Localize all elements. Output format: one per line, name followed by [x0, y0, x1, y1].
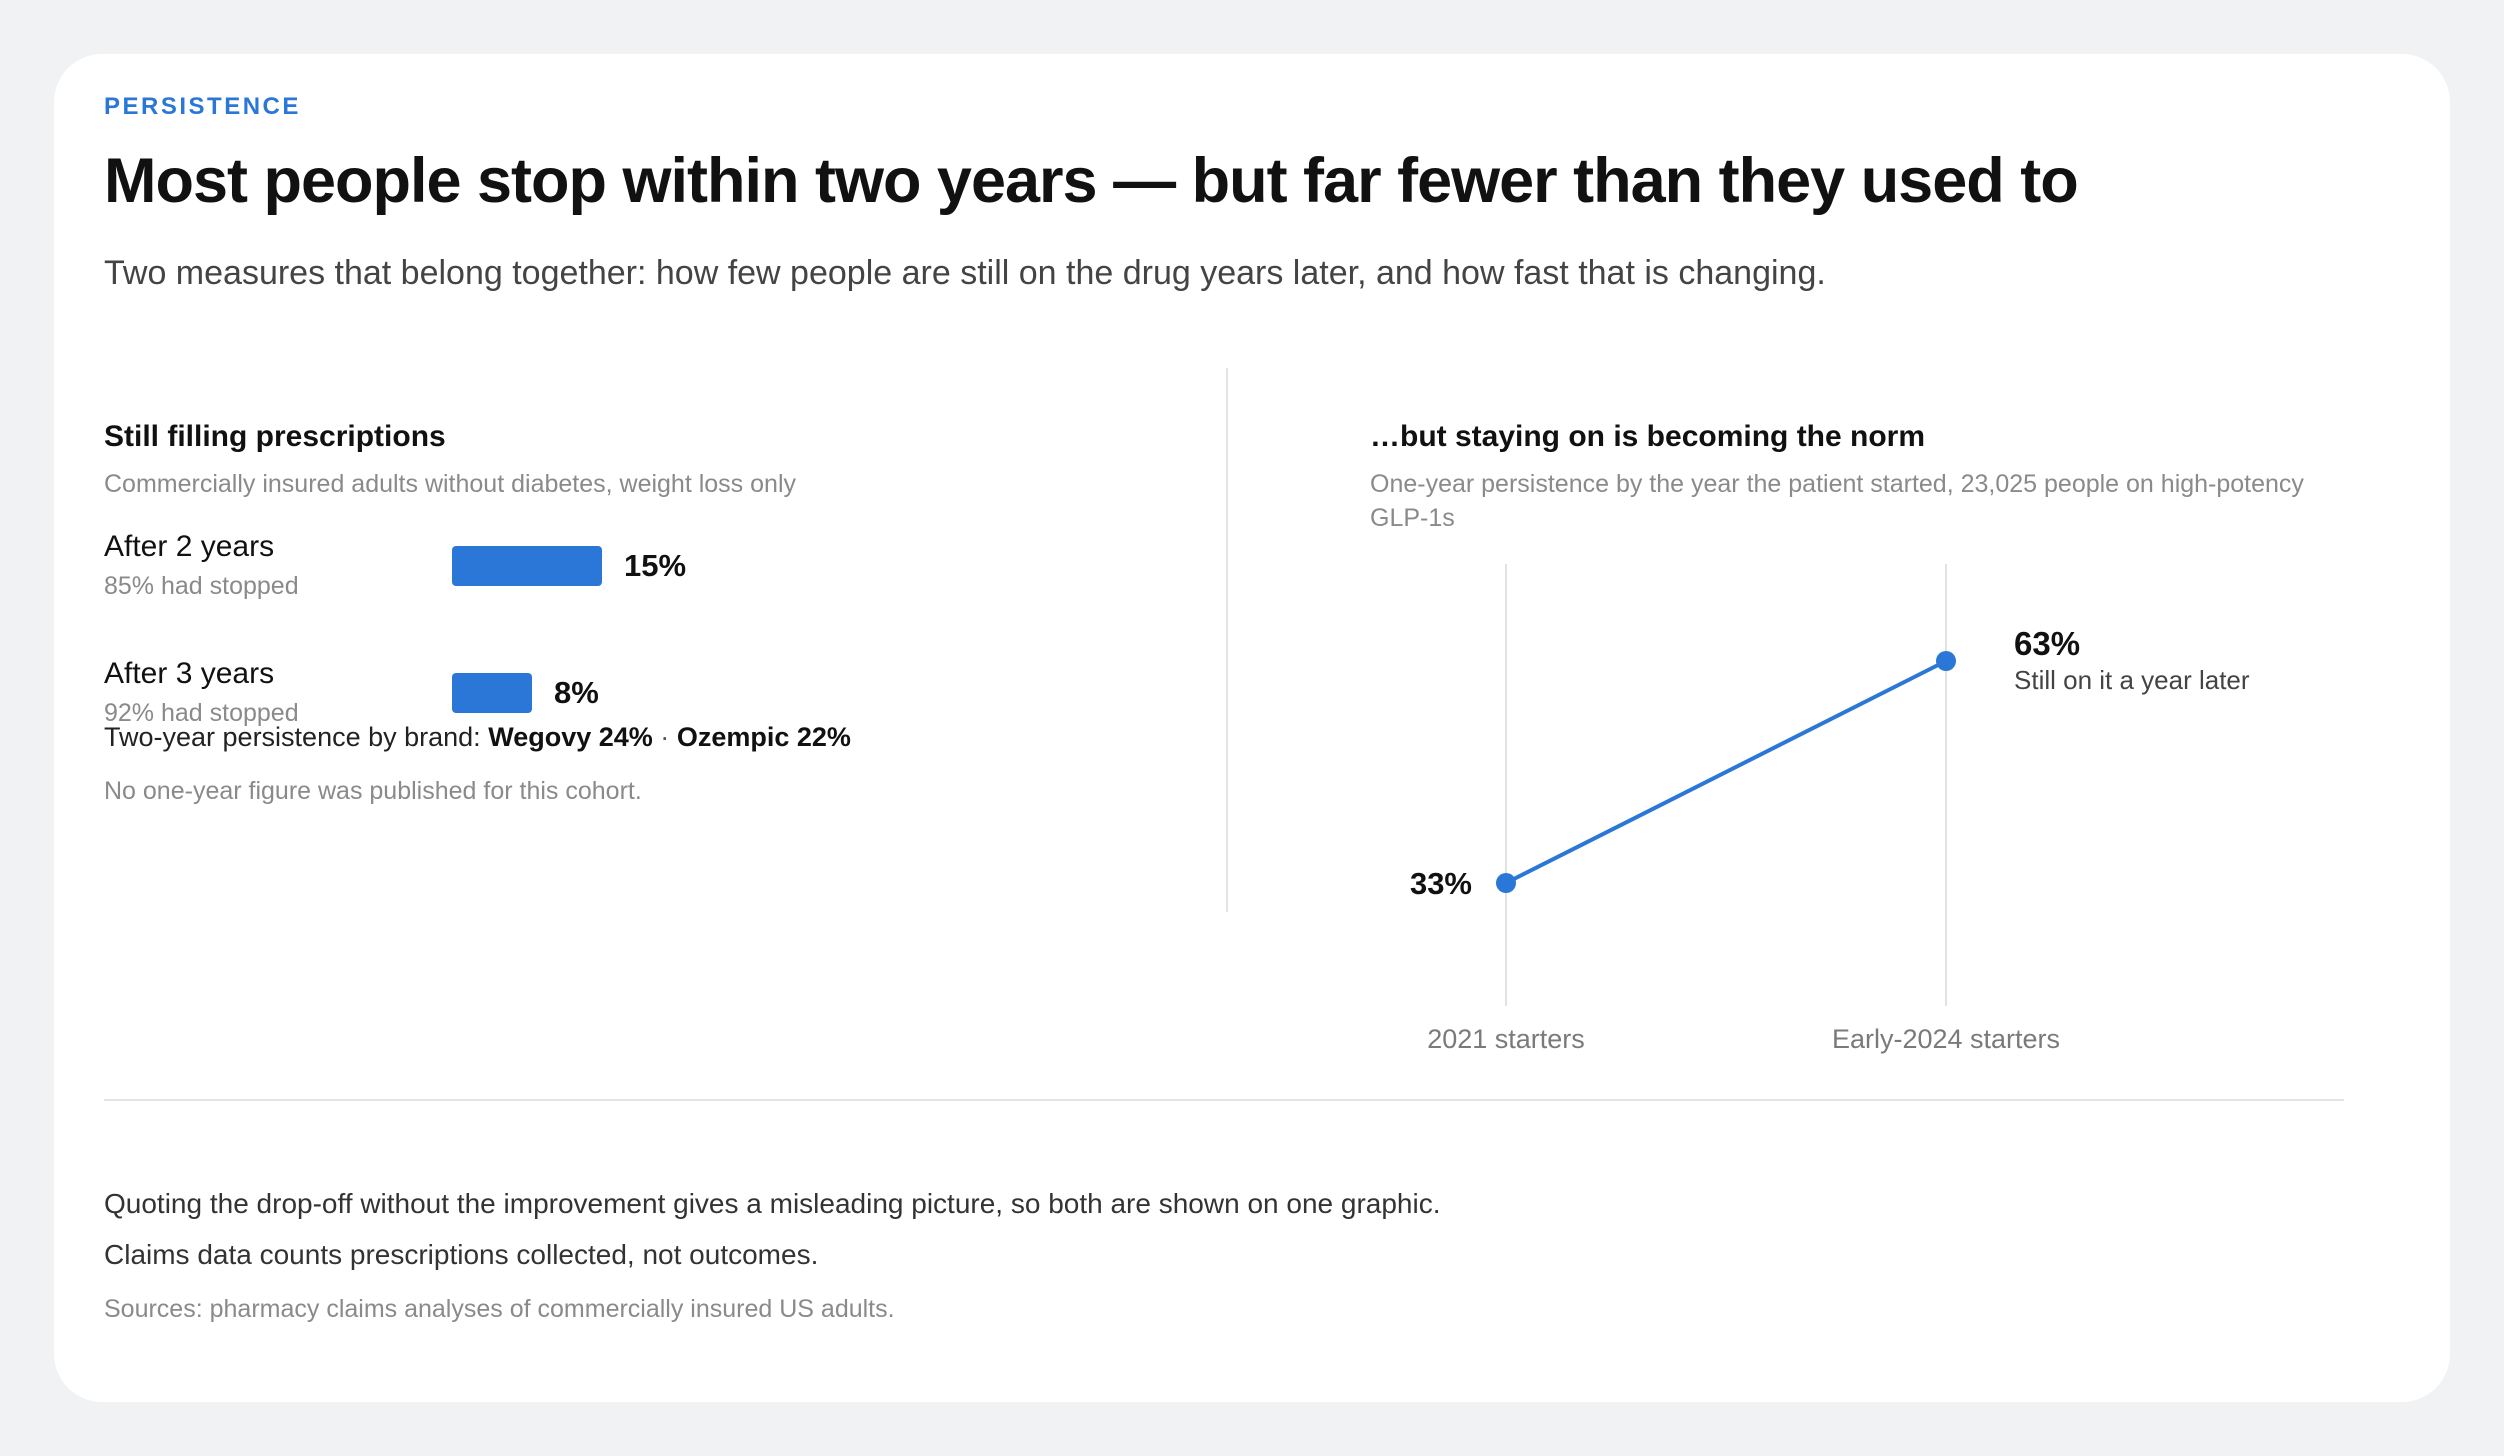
data-label-end-caption: Still on it a year later: [2014, 665, 2250, 695]
brand-ozempic: Ozempic 22%: [676, 722, 851, 752]
left-panel-title: Still filling prescriptions: [104, 420, 446, 453]
brand-separator: ·: [660, 722, 670, 752]
right-panel-subtitle: One-year persistence by the year the pat…: [1370, 470, 2304, 532]
left-footnote: No one-year figure was published for thi…: [104, 777, 642, 805]
brand-persistence-line: Two-year persistence by brand: Wegovy 24…: [104, 722, 851, 753]
bar-after-2-years: [452, 546, 602, 586]
brand-prefix: Two-year persistence by brand:: [104, 722, 481, 752]
page-subtitle: Two measures that belong together: how f…: [104, 254, 1826, 292]
page-title: Most people stop within two years — but …: [104, 146, 2079, 216]
bar-row-label: After 2 years: [104, 530, 275, 563]
chart-card: [54, 54, 2450, 1402]
bar-row-label: After 3 years: [104, 657, 275, 690]
bar-row-note: 85% had stopped: [104, 572, 299, 600]
series-line: [1505, 659, 1947, 885]
bar-row-note: 92% had stopped: [104, 699, 299, 727]
line-chart: 2021 starters Early-2024 starters 33% 63%St…: [1410, 564, 2250, 1054]
sources: Sources: pharmacy claims analyses of com…: [104, 1295, 895, 1323]
x-tick-label: 2021 starters: [1427, 1024, 1585, 1054]
data-label-start: 33%: [1410, 866, 1472, 901]
x-tick-label: Early-2024 starters: [1832, 1024, 2060, 1054]
left-panel-subtitle: Commercially insured adults without diab…: [104, 470, 796, 498]
bar-value-label: 8%: [554, 675, 599, 710]
brand-wegovy: Wegovy 24%: [488, 722, 653, 752]
data-point: [1936, 651, 1956, 671]
right-panel-title: …but staying on is becoming the norm: [1370, 420, 1926, 453]
panel-divider: [1226, 368, 1228, 912]
footer-divider: [104, 1099, 2344, 1101]
footer-note: Quoting the drop-off without the improve…: [104, 1188, 1441, 1219]
section-eyebrow: PERSISTENCE: [104, 93, 301, 120]
data-label-end: 63%: [2014, 625, 2080, 662]
footer-note: Claims data counts prescriptions collect…: [104, 1239, 819, 1270]
bar-value-label: 15%: [624, 548, 687, 583]
bar-after-3-years: [452, 673, 532, 713]
data-point: [1496, 873, 1516, 893]
